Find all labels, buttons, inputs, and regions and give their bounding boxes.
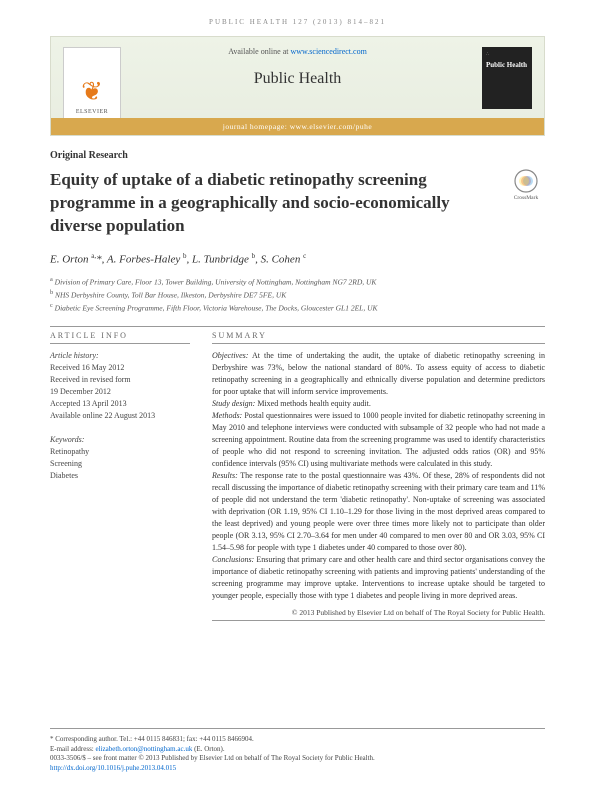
corresponding-email: E-mail address: elizabeth.orton@nottingh… <box>50 745 545 755</box>
article-info-head: ARTICLE INFO <box>50 331 190 344</box>
journal-banner: ❦ ELSEVIER ∴ Public Health Available onl… <box>50 36 545 136</box>
journal-cover-thumb[interactable]: ∴ Public Health <box>482 47 532 109</box>
article-type: Original Research <box>50 150 545 161</box>
cover-title: Public Health <box>486 61 528 69</box>
issn-line: 0033-3506/$ – see front matter © 2013 Pu… <box>50 754 545 764</box>
journal-title: Public Health <box>51 56 544 88</box>
elsevier-tree-icon: ❦ <box>81 79 103 105</box>
crossmark-badge[interactable]: CrossMark <box>507 169 545 201</box>
page-footer: * Corresponding author. Tel.: +44 0115 8… <box>50 728 545 774</box>
keywords-block: Keywords: RetinopathyScreeningDiabetes <box>50 434 190 482</box>
divider <box>50 326 545 327</box>
abstract-copyright: © 2013 Published by Elsevier Ltd on beha… <box>212 608 545 617</box>
corresponding-author: * Corresponding author. Tel.: +44 0115 8… <box>50 735 545 745</box>
article-title: Equity of uptake of a diabetic retinopat… <box>50 169 495 238</box>
summary-head: SUMMARY <box>212 331 545 344</box>
doi-link[interactable]: http://dx.doi.org/10.1016/j.puhe.2013.04… <box>50 764 176 772</box>
publisher-logo[interactable]: ❦ ELSEVIER <box>63 47 121 119</box>
journal-homepage-bar: journal homepage: www.elsevier.com/puhe <box>51 118 544 135</box>
cover-marks: ∴ <box>486 51 528 57</box>
available-online: Available online at www.sciencedirect.co… <box>51 37 544 56</box>
divider <box>212 620 545 621</box>
running-head: PUBLIC HEALTH 127 (2013) 814–821 <box>0 0 595 36</box>
crossmark-icon <box>514 169 538 193</box>
affiliations: a Division of Primary Care, Floor 13, To… <box>50 275 545 313</box>
author-list: E. Orton a,*, A. Forbes-Haley b, L. Tunb… <box>50 252 545 266</box>
crossmark-label: CrossMark <box>514 195 538 201</box>
abstract-body: Objectives: At the time of undertaking t… <box>212 350 545 602</box>
article-history: Article history: Received 16 May 2012Rec… <box>50 350 190 422</box>
publisher-name: ELSEVIER <box>76 109 108 115</box>
email-link[interactable]: elizabeth.orton@nottingham.ac.uk <box>96 745 193 753</box>
homepage-link[interactable]: www.elsevier.com/puhe <box>290 122 373 131</box>
sciencedirect-link[interactable]: www.sciencedirect.com <box>290 47 366 56</box>
